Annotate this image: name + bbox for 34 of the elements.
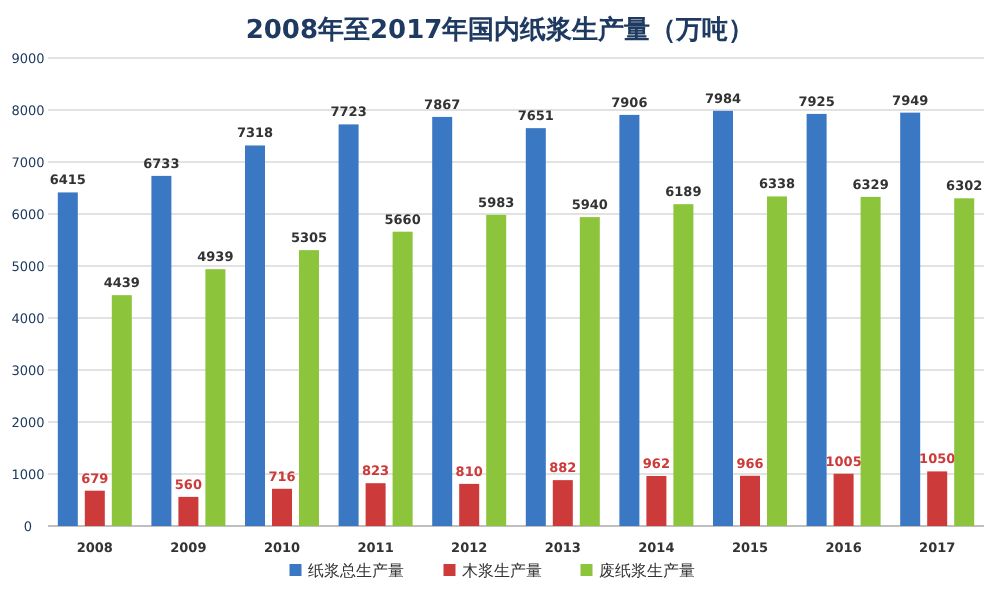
bar	[833, 473, 854, 526]
bar	[57, 192, 78, 526]
bar	[392, 231, 413, 526]
bar	[151, 175, 172, 526]
bar	[927, 471, 948, 526]
bar	[552, 480, 573, 526]
bar	[272, 488, 292, 526]
bar	[740, 475, 760, 526]
legend-label: 木浆生产量	[461, 562, 542, 580]
bar	[459, 483, 480, 526]
bar	[619, 114, 640, 526]
bar	[525, 128, 546, 526]
bar	[860, 196, 881, 526]
bar	[646, 475, 667, 526]
bar	[365, 483, 386, 526]
bar	[713, 110, 733, 526]
bar	[579, 217, 600, 526]
bar	[338, 124, 359, 526]
bar	[806, 113, 827, 526]
bar	[205, 269, 226, 526]
bar	[299, 250, 319, 526]
bar	[84, 490, 105, 526]
bar	[954, 198, 975, 526]
bar	[486, 214, 507, 526]
bar	[432, 116, 453, 526]
bar	[111, 295, 132, 526]
bar	[245, 145, 265, 526]
chart-title: 2008年至2017年国内纸浆生产量（万吨）	[245, 14, 755, 46]
bar	[673, 204, 694, 526]
bar	[900, 112, 921, 526]
bar	[767, 196, 787, 526]
legend-label: 废纸浆生产量	[598, 562, 695, 580]
legend-label: 纸浆总生产量	[307, 562, 404, 580]
bar	[178, 496, 199, 526]
